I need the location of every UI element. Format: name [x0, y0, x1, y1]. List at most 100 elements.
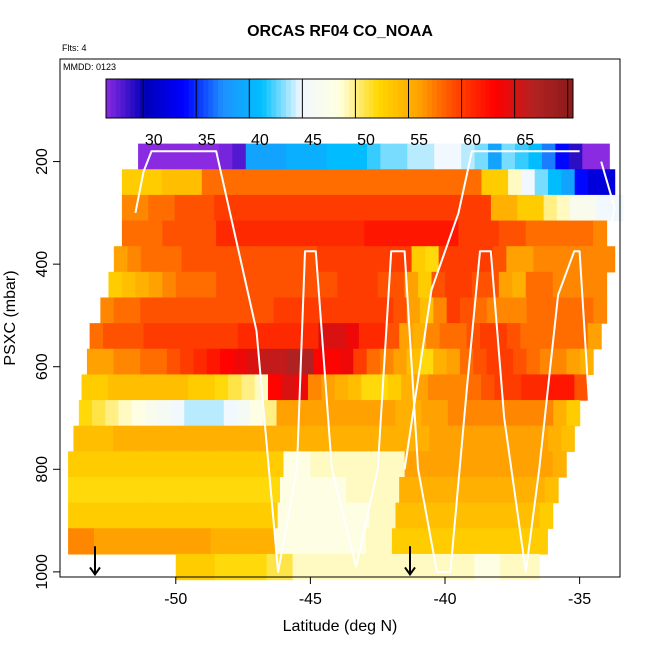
heatmap-cell	[404, 220, 419, 247]
heatmap-cell	[161, 169, 176, 196]
heatmap-cell	[357, 246, 372, 273]
heatmap-cell	[270, 271, 285, 299]
heatmap-cell	[445, 271, 460, 299]
heatmap-cell	[93, 528, 108, 555]
heatmap-cell	[508, 169, 523, 196]
colorbar-swatch	[320, 79, 326, 118]
colorbar-swatch	[135, 79, 141, 118]
heatmap-cell	[108, 451, 123, 478]
colorbar-swatch	[281, 79, 287, 118]
heatmap-cell	[553, 400, 568, 427]
heatmap-cell	[404, 528, 419, 555]
heatmap-cell	[561, 374, 575, 401]
heatmap-cell	[222, 246, 237, 273]
heatmap-cell	[205, 143, 220, 170]
colorbar-swatch	[266, 79, 272, 118]
colorbar-swatch	[237, 79, 243, 118]
colorbar-swatch	[524, 79, 530, 118]
heatmap-cell	[364, 271, 379, 299]
heatmap-cell	[566, 400, 581, 427]
heatmap-cell	[365, 528, 380, 555]
heatmap-cell	[276, 246, 291, 273]
colorbar-swatch	[159, 79, 165, 118]
colorbar-swatch	[285, 79, 292, 118]
heatmap-cell	[257, 425, 272, 452]
heatmap-cell	[170, 323, 185, 350]
heatmap-cell	[107, 502, 122, 529]
heatmap-cell	[140, 297, 155, 324]
heatmap-cell	[464, 194, 479, 222]
colorbar-swatch	[344, 79, 350, 118]
heatmap-cell	[178, 143, 193, 170]
heatmap-cell	[434, 502, 449, 529]
heatmap-cell	[313, 143, 328, 170]
heatmap-cell	[121, 271, 136, 299]
heatmap-cell	[391, 451, 406, 478]
colorbar-swatch	[178, 79, 185, 118]
heatmap-cell	[134, 476, 149, 504]
heatmap-cell	[425, 246, 440, 273]
heatmap-cell	[601, 246, 616, 273]
heatmap-cell	[297, 425, 312, 452]
heatmap-cell	[385, 476, 400, 504]
colorbar-tick-label: 35	[198, 132, 216, 149]
heatmap-cell	[159, 502, 174, 529]
heatmap-cell	[499, 348, 514, 376]
heatmap-cell	[68, 476, 82, 504]
heatmap-cell	[187, 476, 202, 504]
heatmap-cell	[512, 271, 527, 299]
heatmap-cell	[447, 143, 462, 170]
heatmap-cell	[541, 143, 556, 170]
heatmap-cell	[227, 553, 242, 581]
colorbar-swatch	[422, 79, 428, 118]
heatmap-cell	[319, 476, 334, 504]
heatmap-cell	[459, 348, 474, 376]
heatmap-cell	[319, 194, 334, 222]
heatmap-cell	[200, 194, 215, 222]
y-tick-label: 600	[34, 353, 51, 380]
heatmap-cell	[369, 502, 384, 529]
heatmap-cell	[286, 297, 301, 324]
heatmap-cell	[469, 528, 484, 555]
x-tick-label: -40	[433, 591, 456, 608]
colorbar-swatch	[490, 79, 496, 118]
colorbar-swatch	[558, 79, 564, 118]
heatmap-cell	[569, 194, 584, 222]
heatmap-cell	[526, 400, 541, 427]
heatmap-cell	[486, 348, 501, 376]
heatmap-cell	[121, 476, 135, 504]
heatmap-cell	[202, 451, 217, 478]
heatmap-cell	[106, 528, 121, 555]
heatmap-cell	[201, 374, 216, 401]
heatmap-cell	[113, 425, 127, 452]
heatmap-cell	[227, 476, 241, 504]
flight-track	[134, 150, 616, 573]
heatmap-cell	[501, 143, 516, 170]
heatmap-cell	[263, 400, 278, 427]
heatmap-cell	[270, 451, 285, 478]
colorbar-swatch	[368, 79, 375, 118]
heatmap-cell	[148, 220, 163, 247]
heatmap-cell	[458, 271, 473, 299]
heatmap-cell	[421, 400, 436, 427]
heatmap-cell	[113, 246, 128, 273]
colorbar-swatch	[183, 79, 190, 118]
heatmap-cell	[473, 297, 488, 324]
heatmap-cell	[566, 271, 581, 299]
colorbar-swatch	[144, 79, 151, 118]
heatmap-cell	[214, 374, 229, 401]
heatmap-cell	[409, 553, 423, 581]
heatmap-cell	[520, 323, 535, 350]
heatmap-cell	[108, 374, 123, 401]
heatmap-cell	[337, 220, 352, 247]
heatmap-cell	[458, 451, 473, 478]
heatmap-cell	[236, 528, 251, 555]
heatmap-cell	[126, 348, 141, 376]
heatmap-cell	[434, 143, 449, 170]
colorbar-swatch	[217, 79, 224, 118]
heatmap-cell	[556, 194, 571, 222]
heatmap-cell	[310, 425, 325, 452]
heatmap-cell	[171, 528, 186, 555]
heatmap-cell	[133, 502, 148, 529]
heatmap-cell	[521, 374, 536, 401]
